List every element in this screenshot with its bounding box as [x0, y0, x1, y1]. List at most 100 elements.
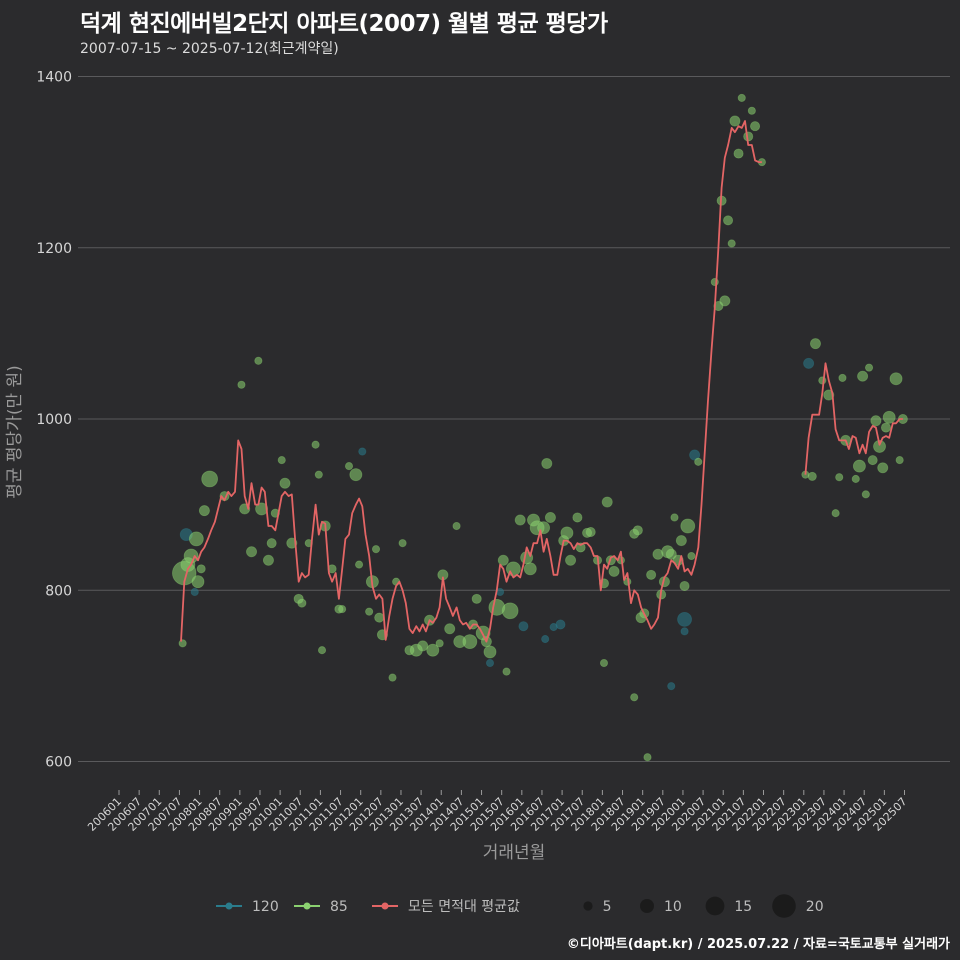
size-legend-item: 10 [640, 899, 682, 915]
data-point-85 [670, 513, 679, 522]
scatter-points [172, 93, 908, 762]
data-point-85 [355, 560, 364, 569]
data-point-85 [818, 376, 827, 385]
data-point-85 [462, 634, 478, 650]
data-point-85 [246, 546, 258, 558]
data-point-85 [444, 623, 456, 635]
chart-subtitle: 2007-07-15 ~ 2025-07-12(최근계약일) [80, 41, 339, 57]
data-point-85 [877, 462, 889, 474]
data-point-85 [254, 356, 263, 365]
data-point-85 [608, 565, 620, 577]
chart-title: 덕계 현진에버빌2단지 아파트(2007) 월별 평균 평당가 [80, 11, 608, 37]
data-point-85 [750, 121, 761, 132]
data-point-85 [371, 545, 381, 554]
data-point-85 [873, 439, 886, 453]
size-legend-item: 15 [705, 896, 752, 916]
legend-item: 85 [294, 899, 348, 915]
data-point-85 [417, 640, 429, 652]
data-point-85 [867, 455, 878, 466]
data-point-85 [727, 239, 736, 248]
data-point-85 [687, 551, 696, 561]
legend-label: 120 [252, 899, 279, 915]
data-point-85 [729, 115, 741, 127]
y-tick-label: 1000 [36, 412, 72, 428]
data-point-120 [485, 658, 495, 668]
data-point-120 [803, 357, 815, 369]
data-point-85 [483, 645, 497, 659]
legend-item: 120 [216, 899, 279, 915]
data-point-85 [831, 509, 840, 518]
data-point-85 [585, 527, 596, 538]
legend-dot [303, 902, 311, 910]
data-point-85 [643, 753, 652, 762]
size-legend-circle [705, 896, 725, 916]
data-point-120 [555, 619, 566, 630]
data-point-85 [861, 490, 870, 499]
data-point-85 [317, 646, 327, 655]
data-point-85 [262, 554, 274, 566]
data-point-85 [196, 564, 206, 574]
data-point-85 [266, 538, 277, 549]
data-point-85 [680, 518, 696, 534]
data-point-85 [191, 575, 205, 589]
data-point-85 [426, 643, 440, 657]
data-point-120 [518, 621, 529, 632]
data-point-85 [870, 415, 882, 427]
legend: 120 85 모든 면적대 평균값 5 10 15 20 [216, 894, 824, 918]
data-point-85 [679, 580, 690, 591]
average-line-group [180, 120, 903, 643]
size-legend-label: 10 [664, 899, 682, 915]
data-point-120 [667, 682, 676, 691]
legend-dot [225, 902, 233, 910]
data-point-85 [882, 410, 896, 424]
data-point-85 [857, 370, 869, 382]
data-point-85 [314, 470, 323, 479]
data-point-85 [835, 473, 844, 482]
y-tick-label: 800 [45, 583, 72, 599]
data-point-85 [575, 542, 586, 553]
y-tick-label: 600 [45, 755, 72, 771]
data-point-85 [277, 456, 286, 465]
y-tick-label: 1400 [36, 70, 72, 86]
data-point-85 [630, 693, 639, 702]
y-axis-ticks: 600 800 1000 1200 1400 [36, 70, 72, 771]
size-legend-label: 15 [734, 899, 752, 915]
data-point-85 [349, 468, 363, 482]
y-axis-title: 평균 평당가(만 원) [5, 365, 25, 499]
data-point-85 [198, 505, 210, 517]
data-point-85 [852, 459, 866, 473]
size-legend-label: 20 [806, 899, 824, 915]
data-point-85 [311, 440, 320, 449]
data-point-85 [560, 526, 574, 540]
data-point-85 [719, 295, 731, 307]
data-point-85 [471, 593, 482, 604]
data-point-85 [344, 462, 354, 471]
average-line [804, 362, 903, 475]
data-point-85 [544, 511, 556, 523]
data-point-85 [452, 521, 461, 531]
data-point-85 [694, 457, 703, 466]
data-point-85 [851, 474, 860, 483]
data-point-85 [838, 373, 847, 382]
data-point-85 [665, 548, 677, 560]
data-point-85 [365, 607, 374, 616]
data-point-85 [501, 602, 519, 620]
legend-dot [381, 902, 389, 910]
data-point-85 [809, 338, 821, 350]
y-tick-label: 1200 [36, 241, 72, 257]
data-point-120 [541, 635, 550, 644]
data-point-85 [646, 569, 657, 580]
data-point-85 [880, 422, 891, 433]
data-point-85 [865, 363, 874, 372]
data-point-120 [680, 627, 689, 636]
data-point-85 [497, 554, 509, 566]
data-point-85 [514, 514, 526, 526]
data-point-85 [807, 471, 817, 481]
x-axis-ticks: 2006012006072007012007072008012008072009… [85, 790, 910, 834]
size-legend-circle [772, 894, 796, 918]
size-legend-circle [583, 901, 593, 911]
data-point-120 [689, 449, 701, 461]
data-point-120 [358, 447, 367, 456]
data-point-85 [374, 612, 385, 623]
